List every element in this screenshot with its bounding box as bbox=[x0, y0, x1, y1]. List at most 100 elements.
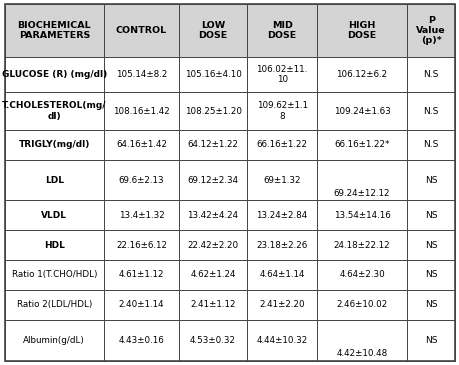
Bar bbox=[179, 260, 246, 290]
Bar bbox=[5, 260, 104, 290]
Text: 22.16±6.12: 22.16±6.12 bbox=[116, 241, 167, 250]
Bar bbox=[317, 160, 406, 200]
Text: 13.42±4.24: 13.42±4.24 bbox=[187, 211, 238, 220]
Bar bbox=[246, 160, 317, 200]
Bar bbox=[104, 57, 179, 92]
Bar bbox=[5, 320, 104, 361]
Text: 105.14±8.2: 105.14±8.2 bbox=[116, 70, 167, 79]
Text: N.S: N.S bbox=[423, 70, 438, 79]
Bar bbox=[179, 200, 246, 230]
Text: 13.54±14.16: 13.54±14.16 bbox=[333, 211, 390, 220]
Text: GLUCOSE (R) (mg/dl): GLUCOSE (R) (mg/dl) bbox=[2, 70, 106, 79]
Text: 4.44±10.32: 4.44±10.32 bbox=[256, 336, 307, 345]
Bar bbox=[5, 200, 104, 230]
Text: 4.53±0.32: 4.53±0.32 bbox=[190, 336, 235, 345]
Text: NS: NS bbox=[424, 241, 437, 250]
Bar bbox=[246, 230, 317, 260]
Bar bbox=[406, 160, 454, 200]
Text: 109.62±1.1
8: 109.62±1.1 8 bbox=[256, 101, 307, 121]
Bar bbox=[317, 320, 406, 361]
Bar bbox=[406, 230, 454, 260]
Text: 13.24±2.84: 13.24±2.84 bbox=[256, 211, 307, 220]
Text: CONTROL: CONTROL bbox=[116, 26, 167, 35]
Bar bbox=[246, 130, 317, 160]
Text: 22.42±2.20: 22.42±2.20 bbox=[187, 241, 238, 250]
Bar bbox=[104, 92, 179, 130]
Text: 13.4±1.32: 13.4±1.32 bbox=[118, 211, 164, 220]
Bar bbox=[406, 260, 454, 290]
Text: LDL: LDL bbox=[45, 176, 64, 185]
Bar bbox=[104, 290, 179, 320]
Text: 2.40±1.14: 2.40±1.14 bbox=[118, 300, 164, 309]
Bar bbox=[406, 320, 454, 361]
Text: 24.18±22.12: 24.18±22.12 bbox=[333, 241, 390, 250]
Bar bbox=[406, 290, 454, 320]
Text: NS: NS bbox=[424, 211, 437, 220]
Bar bbox=[317, 290, 406, 320]
Text: 64.12±1.22: 64.12±1.22 bbox=[187, 141, 238, 149]
Text: 4.62±1.24: 4.62±1.24 bbox=[190, 270, 235, 279]
Text: 4.42±10.48: 4.42±10.48 bbox=[336, 350, 387, 358]
Bar bbox=[104, 4, 179, 57]
Bar bbox=[317, 200, 406, 230]
Bar bbox=[317, 260, 406, 290]
Text: 105.16±4.10: 105.16±4.10 bbox=[184, 70, 241, 79]
Bar bbox=[5, 290, 104, 320]
Text: 66.16±1.22*: 66.16±1.22* bbox=[334, 141, 389, 149]
Text: N.S: N.S bbox=[423, 141, 438, 149]
Bar bbox=[179, 290, 246, 320]
Text: Ratio 2(LDL/HDL): Ratio 2(LDL/HDL) bbox=[17, 300, 92, 309]
Bar bbox=[406, 4, 454, 57]
Bar bbox=[317, 130, 406, 160]
Bar bbox=[5, 160, 104, 200]
Text: T.CHOLESTEROL(mg/
dl): T.CHOLESTEROL(mg/ dl) bbox=[2, 101, 106, 121]
Text: NS: NS bbox=[424, 270, 437, 279]
Text: 23.18±2.26: 23.18±2.26 bbox=[256, 241, 307, 250]
Bar bbox=[5, 130, 104, 160]
Bar bbox=[246, 290, 317, 320]
Bar bbox=[317, 230, 406, 260]
Text: 4.64±2.30: 4.64±2.30 bbox=[338, 270, 384, 279]
Text: NS: NS bbox=[424, 176, 437, 185]
Text: BIOCHEMICAL
PARAMETERS: BIOCHEMICAL PARAMETERS bbox=[17, 21, 91, 40]
Text: 69.6±2.13: 69.6±2.13 bbox=[118, 176, 164, 185]
Bar bbox=[246, 57, 317, 92]
Bar bbox=[406, 130, 454, 160]
Text: LOW
DOSE: LOW DOSE bbox=[198, 21, 227, 40]
Bar bbox=[246, 320, 317, 361]
Bar bbox=[104, 260, 179, 290]
Bar bbox=[406, 57, 454, 92]
Text: 69.12±2.34: 69.12±2.34 bbox=[187, 176, 238, 185]
Bar bbox=[179, 92, 246, 130]
Bar bbox=[104, 230, 179, 260]
Text: N.S: N.S bbox=[423, 107, 438, 116]
Text: MID
DOSE: MID DOSE bbox=[267, 21, 296, 40]
Bar bbox=[406, 200, 454, 230]
Text: 4.43±0.16: 4.43±0.16 bbox=[118, 336, 164, 345]
Text: 108.16±1.42: 108.16±1.42 bbox=[113, 107, 169, 116]
Bar bbox=[179, 320, 246, 361]
Text: Albumin(g/dL): Albumin(g/dL) bbox=[23, 336, 85, 345]
Bar bbox=[5, 57, 104, 92]
Text: 64.16±1.42: 64.16±1.42 bbox=[116, 141, 167, 149]
Text: 2.41±1.12: 2.41±1.12 bbox=[190, 300, 235, 309]
Bar bbox=[246, 4, 317, 57]
Text: P
Value
(p)*: P Value (p)* bbox=[415, 16, 445, 45]
Text: 2.41±2.20: 2.41±2.20 bbox=[259, 300, 304, 309]
Text: 4.64±1.14: 4.64±1.14 bbox=[259, 270, 304, 279]
Bar bbox=[406, 92, 454, 130]
Text: VLDL: VLDL bbox=[41, 211, 67, 220]
Text: HDL: HDL bbox=[44, 241, 65, 250]
Bar bbox=[179, 4, 246, 57]
Text: 109.24±1.63: 109.24±1.63 bbox=[333, 107, 390, 116]
Text: Ratio 1(T.CHO/HDL): Ratio 1(T.CHO/HDL) bbox=[11, 270, 97, 279]
Bar bbox=[317, 57, 406, 92]
Text: 66.16±1.22: 66.16±1.22 bbox=[256, 141, 307, 149]
Bar bbox=[104, 320, 179, 361]
Bar bbox=[179, 130, 246, 160]
Bar bbox=[5, 4, 104, 57]
Text: NS: NS bbox=[424, 336, 437, 345]
Bar bbox=[317, 4, 406, 57]
Text: NS: NS bbox=[424, 300, 437, 309]
Text: TRIGLY(mg/dl): TRIGLY(mg/dl) bbox=[18, 141, 90, 149]
